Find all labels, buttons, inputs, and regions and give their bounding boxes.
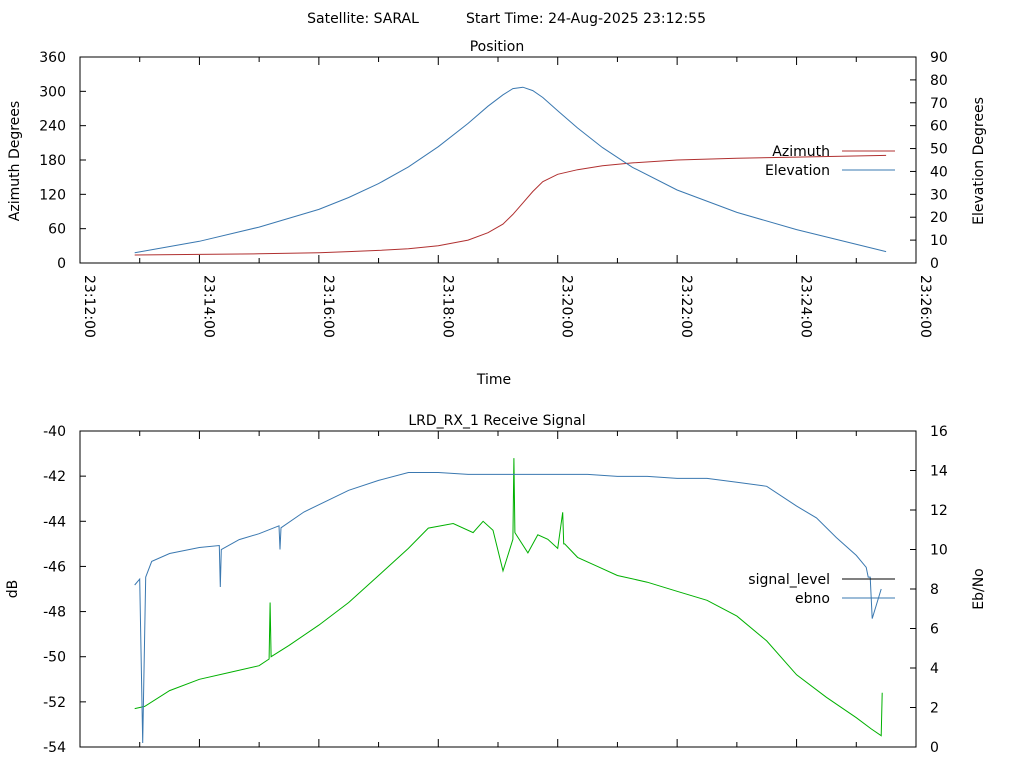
y-tick-label: -46 (43, 559, 66, 575)
x-tick-label: 23:12:00 (81, 275, 97, 338)
y2-tick-label: 8 (930, 582, 939, 598)
y2-tick-label: 4 (930, 661, 939, 677)
position-chart-title: Position (470, 39, 525, 55)
y2-tick-label: 20 (930, 210, 948, 226)
y-tick-label: 300 (39, 84, 66, 100)
satellite-label: Satellite: SARAL (307, 11, 419, 27)
signal-series (134, 458, 883, 744)
y2-tick-label: 30 (930, 187, 948, 203)
plot-frame (79, 56, 917, 264)
y2-tick-label: 0 (930, 740, 939, 756)
x-tick-label: 23:24:00 (798, 275, 814, 338)
start-time-label: Start Time: 24-Aug-2025 23:12:55 (466, 11, 706, 27)
y-tick-label: -50 (43, 650, 66, 666)
y2-tick-label: 10 (930, 543, 948, 559)
x-tick-label: 23:16:00 (320, 275, 336, 338)
series-line-elevation (134, 86, 887, 254)
position-y-axis-label: Azimuth Degrees (7, 101, 23, 221)
legend-label: Elevation (765, 163, 830, 179)
x-tick-label: 23:18:00 (439, 275, 455, 338)
y2-tick-label: 50 (930, 142, 948, 158)
x-tick-label: 23:20:00 (559, 275, 575, 338)
signal-axes: -54 -52 -50 -48 -46 -44 -42 -40 0 2 4 6 8 10 12 14 16 (43, 424, 948, 756)
position-axes: 0 60 120 180 240 300 360 0 10 20 30 40 50 60 70 80 90 23:… (39, 50, 948, 338)
position-legend: Azimuth Elevation (765, 144, 895, 179)
y2-tick-label: 2 (930, 701, 939, 717)
y2-tick-label: 80 (930, 73, 948, 89)
receive-signal-chart: LRD_RX_1 Receive Signal dB Eb/No -54-52-… (5, 413, 987, 756)
series-line-signal_level (134, 458, 883, 737)
y2-tick-label: 12 (930, 503, 948, 519)
y2-tick-label: 90 (930, 50, 948, 66)
y-tick-label: 180 (39, 153, 66, 169)
series-line-ebno (134, 472, 882, 744)
position-series (134, 86, 887, 256)
y-tick-label: 240 (39, 119, 66, 135)
position-x-axis-label: Time (476, 372, 511, 388)
y2-tick-label: 40 (930, 164, 948, 180)
y-tick-label: 120 (39, 187, 66, 203)
x-tick-label: 23:26:00 (917, 275, 933, 338)
y-tick-label: -44 (43, 514, 66, 530)
signal-chart-title: LRD_RX_1 Receive Signal (408, 413, 585, 429)
position-chart: Position Time Azimuth Degrees Elevation … (7, 39, 987, 388)
series-line-azimuth (134, 154, 887, 256)
position-y2-axis-label: Elevation Degrees (971, 97, 987, 225)
y2-tick-label: 60 (930, 119, 948, 135)
y-tick-label: -52 (43, 695, 66, 711)
y-tick-label: -42 (43, 469, 66, 485)
y-tick-label: 0 (57, 256, 66, 272)
legend-label: signal_level (748, 572, 830, 588)
signal-y2-axis-label: Eb/No (971, 568, 987, 610)
y-tick-label: 360 (39, 50, 66, 66)
y2-tick-label: 70 (930, 96, 948, 112)
y2-tick-label: 0 (930, 256, 939, 272)
y2-tick-label: 10 (930, 233, 948, 249)
y-tick-label: 60 (48, 222, 66, 238)
y-tick-label: -40 (43, 424, 66, 440)
y-tick-label: -54 (43, 740, 66, 756)
y-tick-label: -48 (43, 605, 66, 621)
y2-tick-label: 16 (930, 424, 948, 440)
y2-tick-label: 14 (930, 464, 948, 480)
x-tick-label: 23:22:00 (678, 275, 694, 338)
y2-tick-label: 6 (930, 622, 939, 638)
plot-frame (79, 430, 917, 748)
legend-label: Azimuth (772, 144, 830, 160)
signal-y-axis-label: dB (5, 580, 21, 599)
x-tick-label: 23:14:00 (200, 275, 216, 338)
legend-label: ebno (795, 591, 830, 607)
